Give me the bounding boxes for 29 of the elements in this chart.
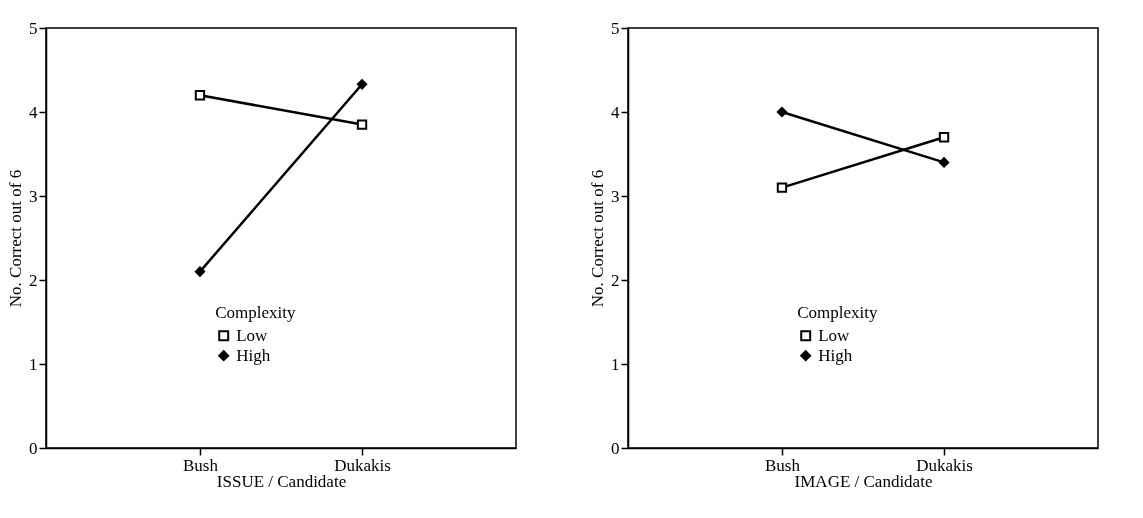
y-tick-label: 1 <box>611 354 620 374</box>
legend-label: High <box>818 345 853 365</box>
y-tick-label: 3 <box>29 186 38 206</box>
y-tick-label: 0 <box>611 438 620 458</box>
point <box>938 157 950 168</box>
point <box>194 266 206 277</box>
y-tick-label: 1 <box>29 354 38 374</box>
y-tick-label: 0 <box>29 438 38 458</box>
point <box>356 79 368 90</box>
legend-label: Low <box>236 325 269 345</box>
legend-label: Low <box>818 325 851 345</box>
legend-title: Complexity <box>797 303 878 323</box>
y-tick-label: 3 <box>611 186 620 206</box>
point <box>776 106 788 118</box>
legend-label: High <box>236 345 271 365</box>
point <box>194 90 206 101</box>
x-tick-label: Bush <box>182 455 219 475</box>
y-axis-title: No. Correct out of 6 <box>6 169 25 308</box>
point <box>938 132 950 143</box>
y-tick-label: 4 <box>611 102 620 122</box>
point <box>356 119 368 130</box>
y-tick-label: 4 <box>29 102 38 122</box>
y-tick-label: 2 <box>611 270 620 290</box>
y-tick-label: 5 <box>29 18 38 38</box>
y-axis-title: No. Correct out of 6 <box>588 169 607 308</box>
legend-title: Complexity <box>215 303 296 323</box>
y-tick-label: 2 <box>29 270 38 290</box>
y-tick-label: 5 <box>611 18 620 38</box>
point <box>776 182 788 193</box>
